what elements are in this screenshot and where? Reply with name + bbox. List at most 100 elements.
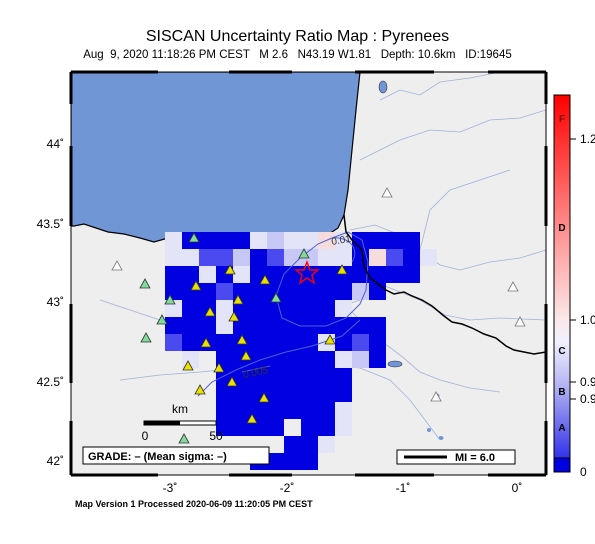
grid-cell [284,232,301,249]
grid-cell [335,351,352,368]
station-triangle [140,332,152,343]
event-info: Aug 9, 2020 11:18:26 PM CEST M 2.6 N43.1… [83,49,512,61]
grid-cell [267,402,284,419]
grid-cell [267,249,284,266]
grid-cell [420,249,437,266]
grid-cell [284,334,301,351]
grid-cell [335,419,352,436]
grid-cell [335,402,352,419]
lat-label-42: 42˚ [47,454,64,468]
grid-cell [267,419,284,436]
station-triangle [213,362,225,373]
station-other [507,281,519,292]
grid-cell [267,300,284,317]
colorbar: F D C B A 1.2 1.0 0.9 0.9 0 [553,94,595,479]
grid-cell [301,334,318,351]
grid-cell [369,283,386,300]
grid-cell [301,453,318,470]
grid-cell [233,283,250,300]
grid-cell [386,232,403,249]
station-triangle [190,280,202,291]
grid-cell [301,300,318,317]
grid-cell [318,283,335,300]
grid-cell [352,317,369,334]
grid-cell [233,232,250,249]
grid-cell [318,300,335,317]
grid-cell [165,334,182,351]
grid-cell [301,351,318,368]
grid-cell [403,232,420,249]
scale-bar: km 0 50 [142,402,223,443]
grid-cell [182,249,199,266]
colorbar-letter-c: C [558,346,565,357]
grid-cell [216,419,233,436]
grid-cell [386,249,403,266]
grid-cell [267,232,284,249]
grid-cell [369,351,386,368]
grid-cell [335,385,352,402]
grid-cell [301,385,318,402]
grid-cell [165,266,182,283]
grid-cell [301,419,318,436]
station-triangle [228,311,240,322]
scale-tick-0: 0 [142,429,149,443]
grid-cell [318,436,335,453]
station-other [430,391,442,402]
grid-cell [267,266,284,283]
grid-cell [267,368,284,385]
grid-cell [216,300,233,317]
grid-cell [233,402,250,419]
grade-text: GRADE: – (Mean sigma: –) [88,451,227,463]
station-other [111,260,123,271]
grid-cell [199,283,216,300]
grid-cell [318,385,335,402]
grid-cell [352,351,369,368]
grid-cell [199,249,216,266]
grid-cell [165,232,182,249]
lon-label-minus2: -2˚ [280,481,295,495]
station-triangle [224,264,236,275]
grid-cell [352,266,369,283]
grid-cell [352,249,369,266]
grid-cell [301,436,318,453]
grid-cell [403,249,420,266]
grid-cell [250,402,267,419]
grid-cell [369,334,386,351]
grid-cell [250,232,267,249]
colorbar-value-0-9a: 0.9 [580,375,595,389]
grid-cell [216,249,233,266]
station-triangle [336,264,348,275]
grid-cell [165,283,182,300]
colorbar-letter-b: B [558,387,565,398]
mi-legend-text: MI = 6.0 [455,452,495,464]
grid-cell [284,436,301,453]
lake [378,80,388,94]
country-border [343,214,546,355]
grid-cell [318,402,335,419]
bay-of-biscay [71,72,361,249]
station-triangle [164,294,176,305]
grid-cell [199,232,216,249]
grid-cell [301,368,318,385]
epicenter-star [294,260,320,285]
grid-cell [250,334,267,351]
grid-cell [284,351,301,368]
grid-cell [284,300,301,317]
grid-cell [318,419,335,436]
station-other [381,187,393,198]
lon-label-minus3: -3˚ [163,481,178,495]
grid-cell [369,232,386,249]
grid-cell [267,334,284,351]
grid-cell [233,419,250,436]
scale-tick-50: 50 [209,429,223,443]
station-triangle [259,274,271,285]
grid-cell [182,317,199,334]
grid-cell [216,283,233,300]
grade-box [82,446,270,465]
grid-cell [335,317,352,334]
station-triangle [204,306,216,317]
grid-cell [284,266,301,283]
grid-cell [318,351,335,368]
grid-cell [369,266,386,283]
